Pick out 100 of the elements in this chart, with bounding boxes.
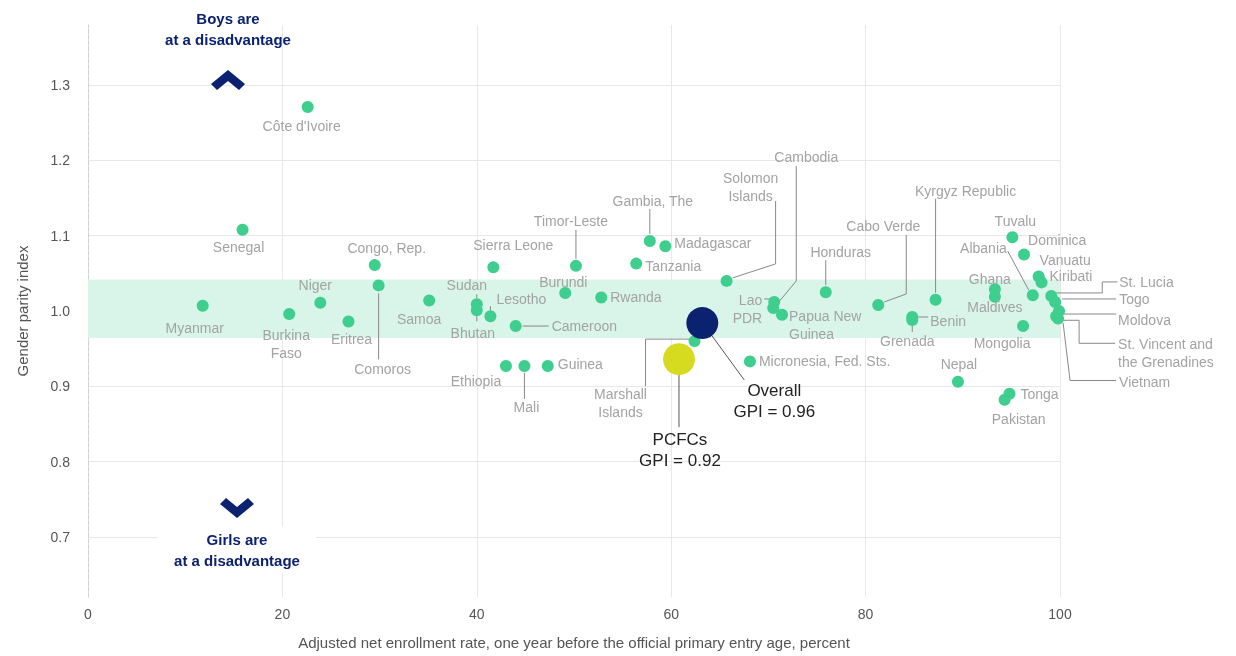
point xyxy=(518,359,531,372)
point xyxy=(1017,320,1030,333)
point xyxy=(1006,231,1019,244)
annotation: Boys are at a disadvantage xyxy=(165,10,291,48)
point xyxy=(283,308,296,321)
point xyxy=(301,101,314,114)
annotation: Senegal xyxy=(212,238,265,255)
annotation: Lesotho xyxy=(496,291,547,308)
y-tick-label: 1.0 xyxy=(50,303,71,319)
annotation: Maldives xyxy=(967,298,1023,315)
annotation: St. Lucia xyxy=(1119,273,1174,290)
annotation: Togo xyxy=(1119,290,1150,307)
annotation: Cambodia xyxy=(774,148,839,165)
annotation: Grenada xyxy=(880,333,935,350)
annotation: Girls are at a disadvantage xyxy=(174,531,300,569)
annotation: Rwanda xyxy=(610,289,662,306)
annotation: Ghana xyxy=(968,271,1012,288)
annotation: Sudan xyxy=(446,277,488,294)
annotation: Niger xyxy=(298,276,333,293)
y-tick-label: 1.1 xyxy=(50,227,71,244)
y-tick-label: 0.8 xyxy=(50,453,71,470)
point xyxy=(559,286,572,299)
annotation: Sierra Leone xyxy=(473,237,554,254)
x-tick-label: 80 xyxy=(857,606,874,622)
point xyxy=(423,294,436,307)
point xyxy=(1049,295,1062,308)
point xyxy=(929,293,942,306)
point xyxy=(314,296,327,309)
point xyxy=(951,375,964,388)
annotation: Nepal xyxy=(940,355,978,372)
annotation: Albania xyxy=(960,240,1007,257)
point xyxy=(1018,248,1031,261)
annotation: Madagascar xyxy=(674,235,752,252)
y-tick-label: 0.7 xyxy=(50,528,71,545)
annotation: Côte d'Ivoire xyxy=(262,118,341,135)
point xyxy=(368,259,381,272)
point xyxy=(663,343,695,376)
point xyxy=(509,320,522,333)
x-tick-label: 0 xyxy=(84,606,93,622)
annotation: Honduras xyxy=(810,244,872,261)
annotation: Moldova xyxy=(1118,312,1172,328)
annotation: Lao PDR xyxy=(732,291,763,326)
annotation: Gambia, The xyxy=(612,193,694,210)
annotation: St. Vincent and the Grenadines xyxy=(1118,336,1214,371)
point xyxy=(872,298,885,311)
annotation: Burundi xyxy=(539,273,588,290)
point xyxy=(236,223,249,236)
annotation: Congo, Rep. xyxy=(347,240,427,257)
point xyxy=(776,308,789,321)
annotation: Mali xyxy=(513,398,540,415)
point xyxy=(720,274,733,287)
x-tick-label: 60 xyxy=(663,606,680,622)
annotation: Pakistan xyxy=(991,410,1046,427)
point xyxy=(1035,276,1048,289)
point xyxy=(998,393,1011,406)
annotation: Cabo Verde xyxy=(846,217,921,234)
point xyxy=(630,257,643,270)
annotation: Samoa xyxy=(396,311,442,328)
point xyxy=(819,286,832,299)
x-tick-label: 100 xyxy=(1048,606,1072,622)
point xyxy=(487,261,500,274)
annotation: Solomon Islands xyxy=(722,169,779,204)
annotation: Papua New Guinea xyxy=(789,307,863,342)
point xyxy=(595,291,608,304)
point xyxy=(372,279,385,292)
x-axis-title: Adjusted net enrollment rate, one year before the official primary entry age, percent xyxy=(298,634,851,651)
point xyxy=(499,359,512,372)
annotation: Tanzania xyxy=(645,257,702,274)
point xyxy=(342,315,355,328)
annotation: Kyrgyz Republic xyxy=(915,182,1017,199)
point xyxy=(659,240,672,253)
annotation: Cameroon xyxy=(551,318,618,335)
point xyxy=(541,359,554,372)
point xyxy=(196,299,209,312)
point xyxy=(484,310,497,323)
annotation: PCFCs GPI = 0.92 xyxy=(639,430,721,471)
point xyxy=(743,355,756,368)
x-tick-label: 20 xyxy=(274,606,291,622)
annotation: Tuvalu xyxy=(994,213,1037,230)
annotation: Vietnam xyxy=(1119,373,1171,390)
annotation: Timor-Leste xyxy=(533,212,609,229)
annotation: Overall GPI = 0.96 xyxy=(733,381,816,422)
annotation: Mongolia xyxy=(973,335,1031,352)
point xyxy=(686,307,719,340)
annotation: Comoros xyxy=(354,361,412,378)
annotation: Tonga xyxy=(1020,385,1059,402)
annotation: Eritrea xyxy=(330,330,373,347)
annotation: Burkina Faso xyxy=(262,327,311,362)
annotation: Marshall Islands xyxy=(594,386,647,421)
annotation: Kiribati xyxy=(1049,268,1093,285)
annotation: Bhutan xyxy=(450,325,495,342)
annotation: Micronesia, Fed. Sts. xyxy=(758,353,891,370)
annotation: Guinea xyxy=(557,355,604,372)
annotation: Vanuatu xyxy=(1039,252,1091,269)
annotation: Benin xyxy=(930,313,967,330)
point xyxy=(1026,289,1039,302)
annotation: Myanmar xyxy=(165,319,225,336)
y-tick-label: 1.3 xyxy=(50,77,71,94)
annotation: Dominica xyxy=(1028,231,1087,248)
y-tick-label: 1.2 xyxy=(50,152,71,169)
